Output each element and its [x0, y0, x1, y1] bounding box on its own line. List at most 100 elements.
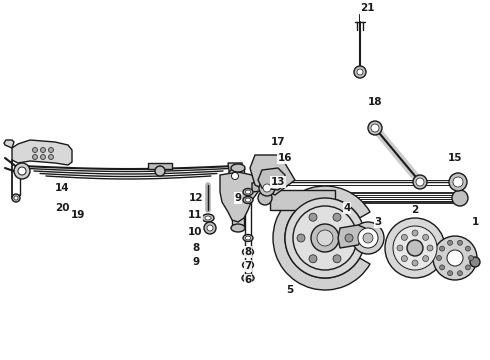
Circle shape — [41, 154, 46, 159]
Circle shape — [407, 240, 423, 256]
Circle shape — [412, 260, 418, 266]
Circle shape — [231, 172, 239, 180]
Text: 21: 21 — [360, 3, 374, 13]
Circle shape — [466, 246, 470, 251]
Polygon shape — [252, 180, 278, 192]
Ellipse shape — [243, 234, 253, 242]
Text: 18: 18 — [368, 97, 382, 107]
Ellipse shape — [245, 263, 251, 267]
Circle shape — [352, 222, 384, 254]
Circle shape — [427, 245, 433, 251]
Circle shape — [447, 250, 463, 266]
Polygon shape — [270, 190, 335, 210]
Circle shape — [401, 256, 407, 262]
Text: 11: 11 — [188, 210, 202, 220]
Polygon shape — [228, 163, 244, 178]
Text: 7: 7 — [245, 261, 252, 271]
Circle shape — [297, 234, 305, 242]
Ellipse shape — [202, 214, 214, 222]
Text: 13: 13 — [271, 177, 285, 187]
Circle shape — [49, 148, 53, 153]
Circle shape — [14, 163, 30, 179]
Text: 20: 20 — [55, 203, 69, 213]
Polygon shape — [148, 163, 172, 169]
Circle shape — [413, 175, 427, 189]
Circle shape — [371, 124, 379, 132]
Circle shape — [309, 213, 317, 221]
Ellipse shape — [245, 190, 251, 194]
Circle shape — [401, 234, 407, 240]
Circle shape — [345, 234, 353, 242]
Circle shape — [333, 213, 341, 221]
Ellipse shape — [245, 236, 251, 240]
Text: 9: 9 — [234, 193, 242, 203]
Ellipse shape — [245, 276, 251, 280]
Circle shape — [458, 271, 463, 276]
Circle shape — [368, 121, 382, 135]
Text: 12: 12 — [189, 193, 203, 203]
Circle shape — [433, 236, 477, 280]
Circle shape — [412, 230, 418, 236]
Text: 16: 16 — [278, 153, 292, 163]
Circle shape — [363, 233, 373, 243]
Circle shape — [265, 177, 275, 187]
Polygon shape — [258, 168, 285, 190]
Circle shape — [317, 230, 333, 246]
Text: 19: 19 — [71, 210, 85, 220]
Circle shape — [263, 184, 271, 192]
Polygon shape — [232, 168, 244, 228]
Circle shape — [258, 191, 272, 205]
Ellipse shape — [242, 274, 254, 282]
Polygon shape — [250, 155, 295, 195]
Circle shape — [466, 265, 470, 270]
Circle shape — [468, 256, 473, 261]
Circle shape — [397, 245, 403, 251]
Text: 5: 5 — [286, 285, 294, 295]
Circle shape — [207, 225, 213, 231]
Circle shape — [32, 148, 38, 153]
Circle shape — [422, 256, 429, 262]
Ellipse shape — [243, 248, 253, 256]
Text: 10: 10 — [188, 227, 202, 237]
Ellipse shape — [245, 198, 251, 202]
Circle shape — [354, 66, 366, 78]
Circle shape — [458, 240, 463, 245]
Circle shape — [204, 222, 216, 234]
Circle shape — [357, 69, 363, 75]
Circle shape — [447, 240, 453, 245]
Polygon shape — [338, 225, 365, 248]
Ellipse shape — [243, 189, 253, 195]
Circle shape — [259, 180, 275, 196]
Circle shape — [293, 206, 357, 270]
Circle shape — [12, 194, 20, 202]
Circle shape — [49, 154, 53, 159]
Circle shape — [358, 228, 378, 248]
Circle shape — [393, 226, 437, 270]
Polygon shape — [220, 172, 258, 222]
Polygon shape — [12, 140, 72, 165]
Text: 1: 1 — [471, 217, 479, 227]
Ellipse shape — [205, 216, 211, 220]
Circle shape — [470, 257, 480, 267]
Circle shape — [447, 271, 453, 276]
Circle shape — [261, 173, 279, 191]
Text: 6: 6 — [245, 275, 252, 285]
Text: 17: 17 — [270, 137, 285, 147]
Circle shape — [228, 169, 242, 183]
Ellipse shape — [243, 197, 253, 203]
Circle shape — [155, 166, 165, 176]
Text: 9: 9 — [193, 257, 199, 267]
Circle shape — [311, 224, 339, 252]
Circle shape — [422, 234, 429, 240]
Circle shape — [440, 246, 444, 251]
Circle shape — [452, 190, 468, 206]
Text: 8: 8 — [245, 247, 252, 257]
Ellipse shape — [231, 224, 245, 232]
Circle shape — [18, 167, 26, 175]
Ellipse shape — [243, 261, 253, 269]
Polygon shape — [4, 140, 14, 148]
Circle shape — [32, 154, 38, 159]
Wedge shape — [273, 186, 370, 290]
Circle shape — [416, 178, 424, 186]
Text: 4: 4 — [343, 203, 351, 213]
